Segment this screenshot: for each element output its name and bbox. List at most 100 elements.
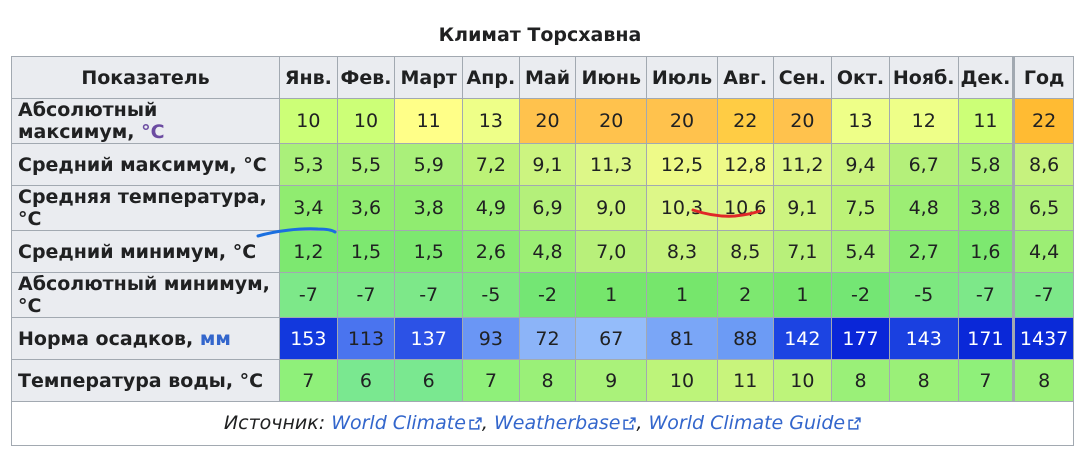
value-cell: 10 xyxy=(279,98,338,144)
table-row: Средний минимум, °C 1,2 1,5 1,5 2,6 4,8 7,0 8,3… xyxy=(10,230,1074,273)
value-cell: 11 xyxy=(394,98,464,144)
climate-table-wrapper: Показатель Янв. Фев. Март Апр. Май Июнь Июль Ав… xyxy=(10,56,1074,446)
value-cell: -2 xyxy=(831,272,890,318)
value-cell: 20 xyxy=(646,98,718,144)
value-cell: 7,2 xyxy=(462,143,520,186)
row-label-text: Средний минимум, °C xyxy=(18,240,257,263)
value-cell: 8 xyxy=(888,359,959,402)
value-cell: 11 xyxy=(716,359,774,402)
value-cell: 1 xyxy=(772,272,833,318)
value-cell: -7 xyxy=(336,272,396,318)
table-row: Абсолютный минимум, °C -7 -7 -7 -5 -2 1 1 2 1 -2 -5… xyxy=(10,272,1074,318)
value-cell: 1,5 xyxy=(336,230,396,273)
row-label: Норма осадков, мм xyxy=(10,317,281,360)
header-indicator: Показатель xyxy=(10,56,281,99)
header-year: Год xyxy=(1012,56,1074,99)
value-cell: 88 xyxy=(716,317,774,360)
value-cell: 12 xyxy=(888,98,959,144)
value-cell: 9,4 xyxy=(831,143,890,186)
climate-table: Показатель Янв. Фев. Март Апр. Май Июнь Июль Ав… xyxy=(10,56,1074,402)
value-cell: -5 xyxy=(888,272,959,318)
row-label-text: Абсолютный максимум, xyxy=(18,99,158,143)
row-label: Средний минимум, °C xyxy=(10,230,281,273)
value-cell: 1,2 xyxy=(279,230,338,273)
value-cell: 7,0 xyxy=(575,230,648,273)
value-cell: 7,5 xyxy=(831,185,890,231)
value-cell: 1,6 xyxy=(957,230,1015,273)
row-label-text: Температура воды, °C xyxy=(18,369,264,392)
header-month: Янв. xyxy=(279,56,338,99)
year-cell: 8 xyxy=(1012,359,1074,402)
year-cell: 1437 xyxy=(1012,317,1074,360)
value-cell: -2 xyxy=(518,272,577,318)
header-month: Нояб. xyxy=(888,56,959,99)
source-link-world-climate-guide[interactable]: World Climate Guide xyxy=(649,412,862,434)
table-row: Норма осадков, мм 153 113 137 93 72 67 81 88 142 1… xyxy=(10,317,1074,360)
value-cell: 3,8 xyxy=(957,185,1015,231)
value-cell: 7,1 xyxy=(772,230,833,273)
value-cell: 2,6 xyxy=(462,230,520,273)
value-cell: 12,5 xyxy=(646,143,718,186)
header-month: Фев. xyxy=(336,56,396,99)
value-cell: 5,5 xyxy=(336,143,396,186)
header-month: Дек. xyxy=(957,56,1015,99)
value-cell: 3,4 xyxy=(279,185,338,231)
value-cell: 10 xyxy=(772,359,833,402)
year-cell: 4,4 xyxy=(1012,230,1074,273)
value-cell: 11,2 xyxy=(772,143,833,186)
value-cell: 7 xyxy=(957,359,1015,402)
value-cell: 10,3 xyxy=(646,185,718,231)
source-link-world-climate[interactable]: World Climate xyxy=(331,412,482,434)
row-label: Температура воды, °C xyxy=(10,359,281,402)
value-cell: 6 xyxy=(336,359,396,402)
value-cell: 5,9 xyxy=(394,143,464,186)
value-cell: 20 xyxy=(518,98,577,144)
value-cell: 1,5 xyxy=(394,230,464,273)
table-row: Средняя температура, °C 3,4 3,6 3,8 4,9 6,9 9,… xyxy=(10,185,1074,231)
header-month: Июнь xyxy=(575,56,648,99)
value-cell: 4,9 xyxy=(462,185,520,231)
value-cell: 177 xyxy=(831,317,890,360)
value-cell: 20 xyxy=(575,98,648,144)
value-cell: 20 xyxy=(772,98,833,144)
value-cell: 137 xyxy=(394,317,464,360)
value-cell: 6 xyxy=(394,359,464,402)
value-cell: 12,8 xyxy=(716,143,774,186)
row-label-text: Средняя температура, °C xyxy=(18,186,267,230)
row-label-text: Норма осадков, xyxy=(18,327,194,350)
value-cell: 1 xyxy=(646,272,718,318)
value-cell: 9,0 xyxy=(575,185,648,231)
unit-link[interactable]: мм xyxy=(199,327,231,350)
source-link-weatherbase[interactable]: Weatherbase xyxy=(494,412,637,434)
value-cell: 72 xyxy=(518,317,577,360)
value-cell: 8 xyxy=(831,359,890,402)
value-cell: -5 xyxy=(462,272,520,318)
value-cell: 13 xyxy=(831,98,890,144)
external-link-icon xyxy=(469,417,482,430)
header-month: Апр. xyxy=(462,56,520,99)
value-cell: 3,8 xyxy=(394,185,464,231)
value-cell: 9 xyxy=(575,359,648,402)
value-cell: 11,3 xyxy=(575,143,648,186)
value-cell: 153 xyxy=(279,317,338,360)
value-cell: 5,8 xyxy=(957,143,1015,186)
value-cell: 10 xyxy=(646,359,718,402)
value-cell: -7 xyxy=(957,272,1015,318)
unit-link[interactable]: °C xyxy=(141,121,165,143)
row-label: Средний максимум, °C xyxy=(10,143,281,186)
row-label: Абсолютный максимум, °C xyxy=(10,98,281,144)
value-cell: 4,8 xyxy=(518,230,577,273)
value-cell: 11 xyxy=(957,98,1015,144)
value-cell: 2,7 xyxy=(888,230,959,273)
table-body: Абсолютный максимум, °C 10 10 11 13 20 20 20 22 2… xyxy=(10,98,1074,402)
source-footer: Источник: World Climate, Weatherbase, Wo… xyxy=(11,402,1074,446)
header-row: Показатель Янв. Фев. Март Апр. Май Июнь Июль Ав… xyxy=(10,56,1074,99)
value-cell: 10,6 xyxy=(716,185,774,231)
value-cell: -7 xyxy=(394,272,464,318)
value-cell: 67 xyxy=(575,317,648,360)
year-cell: -7 xyxy=(1012,272,1074,318)
value-cell: 81 xyxy=(646,317,718,360)
header-month: Март xyxy=(394,56,464,99)
table-row: Температура воды, °C 7 6 6 7 8 9 10 11 10 8 8 7 8 xyxy=(10,359,1074,402)
value-cell: 5,3 xyxy=(279,143,338,186)
